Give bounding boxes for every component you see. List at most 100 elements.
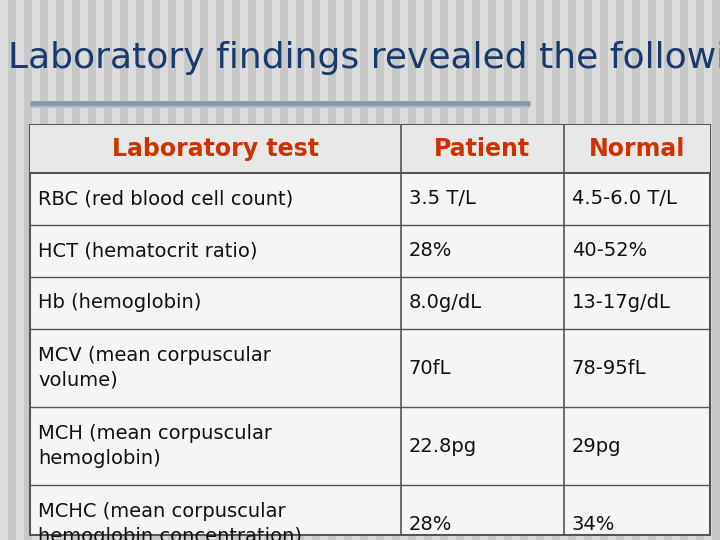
Bar <box>440 0 448 540</box>
Bar <box>624 0 632 540</box>
Bar <box>168 0 176 540</box>
Bar <box>416 0 424 540</box>
Bar <box>392 0 400 540</box>
Bar <box>136 0 144 540</box>
Bar <box>280 0 288 540</box>
Bar <box>528 0 536 540</box>
Text: 28%: 28% <box>409 241 452 260</box>
Bar <box>208 0 216 540</box>
Text: 70fL: 70fL <box>409 359 451 377</box>
Bar <box>120 0 128 540</box>
Bar <box>632 0 640 540</box>
Bar <box>360 0 368 540</box>
Bar <box>344 0 352 540</box>
Bar <box>448 0 456 540</box>
Text: 28%: 28% <box>409 515 452 534</box>
Bar <box>48 0 56 540</box>
Text: 4.5-6.0 T/L: 4.5-6.0 T/L <box>572 190 677 208</box>
Bar <box>376 0 384 540</box>
Bar <box>88 0 96 540</box>
Bar <box>568 0 576 540</box>
Text: MCV (mean corpuscular
volume): MCV (mean corpuscular volume) <box>38 346 271 390</box>
Bar <box>472 0 480 540</box>
Bar <box>656 0 664 540</box>
Text: 8.0g/dL: 8.0g/dL <box>409 294 482 313</box>
Bar <box>56 0 64 540</box>
Text: RBC (red blood cell count): RBC (red blood cell count) <box>38 190 293 208</box>
Bar <box>64 0 72 540</box>
Bar <box>128 0 136 540</box>
Text: 13-17g/dL: 13-17g/dL <box>572 294 670 313</box>
Bar <box>32 0 40 540</box>
Bar <box>160 0 168 540</box>
Bar <box>256 0 264 540</box>
Bar <box>80 0 88 540</box>
Bar <box>576 0 584 540</box>
Bar <box>504 0 512 540</box>
Bar <box>384 0 392 540</box>
Bar <box>240 0 248 540</box>
Text: 3.5 T/L: 3.5 T/L <box>409 190 475 208</box>
Bar <box>304 0 312 540</box>
Bar <box>30 125 710 535</box>
Bar <box>336 0 344 540</box>
Text: 29pg: 29pg <box>572 436 621 456</box>
Bar <box>480 0 488 540</box>
Bar <box>144 0 152 540</box>
Bar <box>664 0 672 540</box>
Bar <box>608 0 616 540</box>
Bar <box>600 0 608 540</box>
Text: Normal: Normal <box>589 137 685 161</box>
Bar <box>544 0 552 540</box>
Text: Hb (hemoglobin): Hb (hemoglobin) <box>38 294 202 313</box>
Bar <box>30 125 710 173</box>
Bar <box>464 0 472 540</box>
Bar <box>248 0 256 540</box>
Bar <box>176 0 184 540</box>
Bar <box>680 0 688 540</box>
Bar <box>272 0 280 540</box>
Bar <box>648 0 656 540</box>
Text: Laboratory test: Laboratory test <box>112 137 319 161</box>
Bar <box>152 0 160 540</box>
Bar <box>104 0 112 540</box>
Text: Laboratory findings revealed the following:: Laboratory findings revealed the followi… <box>8 41 720 75</box>
Bar <box>672 0 680 540</box>
Bar <box>16 0 24 540</box>
Bar <box>328 0 336 540</box>
Text: Patient: Patient <box>434 137 530 161</box>
Bar <box>352 0 360 540</box>
Bar <box>560 0 568 540</box>
Bar <box>96 0 104 540</box>
Bar <box>408 0 416 540</box>
Text: 40-52%: 40-52% <box>572 241 647 260</box>
Text: 34%: 34% <box>572 515 615 534</box>
Bar <box>424 0 432 540</box>
Bar <box>496 0 504 540</box>
Bar <box>592 0 600 540</box>
Bar <box>456 0 464 540</box>
Bar <box>488 0 496 540</box>
Bar <box>40 0 48 540</box>
Bar <box>552 0 560 540</box>
Bar <box>184 0 192 540</box>
Bar <box>216 0 224 540</box>
Bar <box>584 0 592 540</box>
Bar <box>520 0 528 540</box>
Text: MCH (mean corpuscular
hemoglobin): MCH (mean corpuscular hemoglobin) <box>38 424 272 468</box>
Bar <box>232 0 240 540</box>
Bar <box>712 0 720 540</box>
Bar <box>296 0 304 540</box>
Bar <box>192 0 200 540</box>
Bar <box>536 0 544 540</box>
Bar <box>688 0 696 540</box>
Bar <box>512 0 520 540</box>
Bar <box>0 0 8 540</box>
Text: HCT (hematocrit ratio): HCT (hematocrit ratio) <box>38 241 258 260</box>
Bar <box>312 0 320 540</box>
Text: 78-95fL: 78-95fL <box>572 359 647 377</box>
Bar <box>8 0 16 540</box>
Bar <box>616 0 624 540</box>
Bar <box>112 0 120 540</box>
Bar <box>200 0 208 540</box>
